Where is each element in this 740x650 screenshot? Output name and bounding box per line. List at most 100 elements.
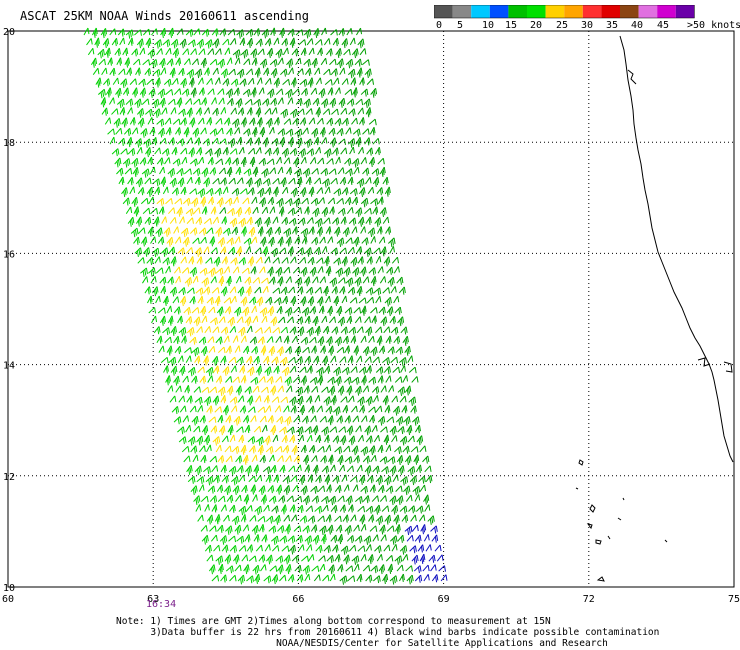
wind-barb (324, 186, 331, 195)
wind-barb (159, 315, 167, 326)
wind-barb (226, 127, 233, 136)
wind-barb (353, 524, 360, 532)
wind-barb (167, 276, 174, 285)
wind-barb (230, 405, 238, 413)
wind-barb (314, 505, 323, 514)
wind-barb (310, 524, 318, 533)
wind-barb (269, 385, 277, 396)
wind-barb (367, 227, 376, 238)
lat-tick-label: 10 (3, 583, 15, 594)
wind-barb (190, 445, 198, 454)
wind-barb (221, 256, 228, 265)
wind-barb (405, 494, 413, 502)
wind-barb (306, 326, 315, 337)
wind-barb (306, 286, 314, 295)
wind-barb (253, 355, 260, 365)
wind-barb (205, 187, 214, 196)
wind-barb (352, 267, 360, 277)
wind-barb (359, 48, 367, 56)
wind-barb (274, 445, 283, 453)
wind-barb (264, 326, 272, 334)
wind-barb (315, 146, 322, 155)
wind-barb (155, 77, 161, 88)
wind-barb (265, 226, 273, 237)
wind-barb (208, 416, 217, 423)
wind-barb (193, 98, 201, 106)
wind-barb (365, 177, 372, 185)
wind-barb (238, 326, 246, 337)
wind-barb (363, 98, 371, 109)
wind-barb (232, 376, 240, 383)
wind-barb (250, 48, 258, 59)
wind-barb (229, 574, 237, 582)
wind-barb (337, 167, 345, 175)
wind-barb (234, 127, 241, 135)
wind-barb (127, 177, 134, 186)
wind-barb (258, 87, 265, 95)
wind-barb (150, 236, 157, 244)
wind-barb (192, 275, 199, 284)
wind-barb (211, 504, 218, 513)
wind-barb (201, 315, 208, 324)
wind-barb (326, 555, 334, 564)
wind-barb (396, 564, 404, 572)
wind-barb (259, 266, 266, 274)
wind-barb (340, 216, 347, 225)
wind-barb (353, 345, 360, 356)
wind-barb (315, 257, 324, 264)
wind-barb (321, 246, 328, 254)
wind-barb (343, 266, 351, 277)
wind-barb (114, 47, 121, 57)
wind-barb (319, 236, 326, 244)
wind-barb (246, 325, 253, 334)
wind-barb (296, 137, 303, 148)
wind-barb (339, 247, 348, 254)
wind-barb (413, 454, 420, 465)
wind-barb (155, 267, 164, 274)
wind-barb (227, 316, 235, 327)
wind-barb (264, 77, 272, 85)
wind-barb (379, 166, 386, 177)
wind-barb (314, 217, 323, 228)
wind-barb (391, 505, 399, 515)
wind-barb (142, 276, 149, 284)
wind-barb (157, 236, 165, 245)
wind-barb (243, 345, 250, 354)
wind-barb (139, 47, 146, 56)
wind-barb (321, 386, 329, 393)
wind-barb (362, 276, 370, 284)
wind-barb (277, 57, 284, 66)
wind-barb (147, 117, 154, 125)
wind-barb (380, 426, 388, 433)
wind-barb (133, 236, 140, 245)
wind-barb (267, 88, 275, 99)
wind-barb (334, 226, 341, 237)
wind-barb (392, 366, 401, 374)
wind-barb (102, 38, 110, 49)
wind-barb (260, 494, 267, 505)
wind-barb (360, 335, 367, 344)
wind-barb (208, 345, 216, 353)
wind-barb (264, 256, 271, 264)
wind-barb (304, 355, 312, 364)
wind-barb (135, 67, 141, 76)
wind-barb (337, 454, 344, 465)
wind-barb (215, 227, 223, 237)
wind-barb (326, 336, 333, 347)
wind-barb (261, 315, 268, 324)
wind-barb (159, 166, 165, 175)
wind-barb (335, 48, 342, 58)
wind-barb (351, 376, 360, 385)
wind-barb (299, 515, 308, 524)
wind-barb (261, 277, 269, 285)
wind-barb (226, 166, 233, 177)
wind-barb (273, 365, 280, 374)
wind-barb (314, 67, 321, 75)
wind-barb (183, 197, 191, 206)
wind-barb (137, 117, 145, 128)
wind-barb (276, 197, 284, 208)
wind-barb (332, 147, 339, 156)
wind-barb (418, 514, 426, 522)
wind-barb (224, 445, 232, 453)
wind-barb (190, 485, 198, 496)
